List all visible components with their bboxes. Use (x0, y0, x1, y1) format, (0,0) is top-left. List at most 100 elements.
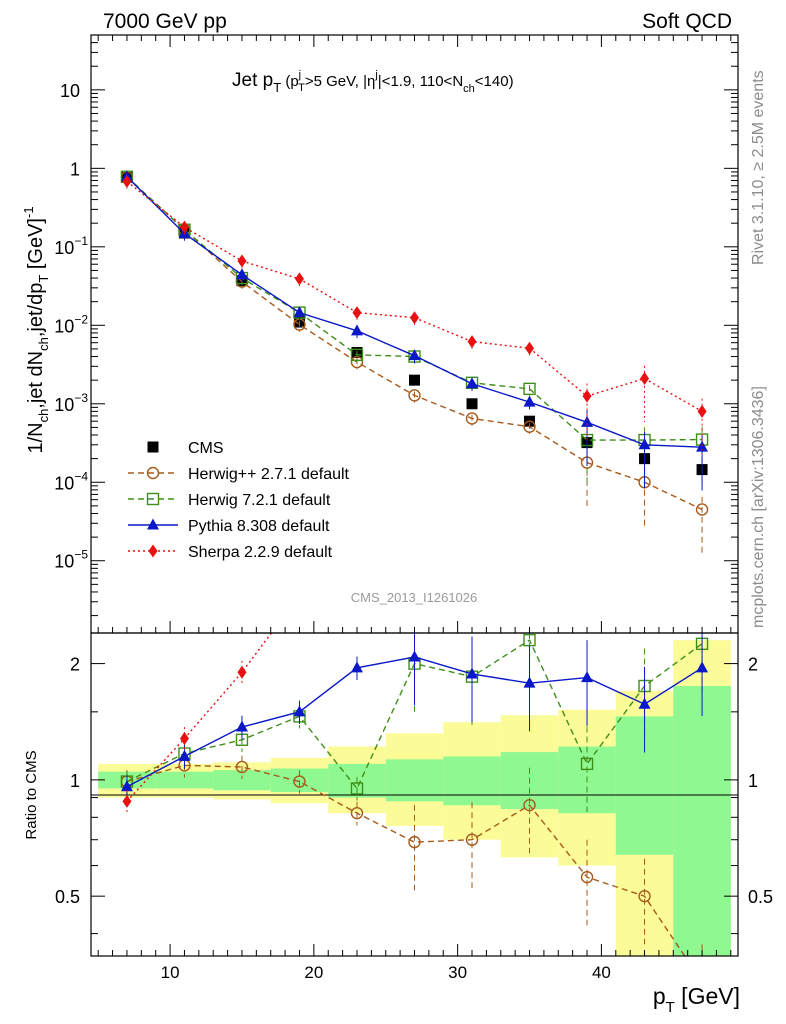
header-right: Soft QCD (642, 10, 732, 33)
herwig-2-7-1-default-line (126, 176, 703, 511)
band-inner-bin-10 (673, 685, 731, 956)
plot-title: Jet pT (pj T>5 GeV, |ηj|<1.9, 110<Nch<140… (232, 69, 514, 95)
pythia-8-308-default-point-4 (350, 324, 363, 336)
cms-point-6 (466, 398, 478, 410)
y-axis-label: 1/Nch,jet dNch,jet/dpT [GeV]-1 (21, 206, 51, 453)
y-tick-label-5: 10−4 (54, 469, 88, 493)
pythia-8-308-default-point-8 (581, 415, 594, 427)
sherpa-2-2-9-default-ratio-line (126, 633, 273, 802)
pythia-8-308-default-point-10 (696, 440, 709, 452)
pythia-8-308-default-ratio-point-5 (408, 650, 421, 662)
ratio-y-tick-label-right-2: 0.5 (748, 887, 773, 907)
sherpa-2-2-9-default-ratio-point-3 (295, 589, 304, 602)
sherpa-2-2-9-default-point-10 (697, 404, 707, 418)
sherpa-2-2-9-default-ratio-point-1 (179, 731, 189, 745)
pythia-8-308-default-point-5 (408, 349, 421, 361)
herwig-2-7-1-default-ratio-point-7 (523, 798, 536, 812)
legend: CMS Herwig++ 2.7.1 default Herwig 7.2.1 de… (128, 440, 350, 561)
axis-ticks: 10 20 30 40 10 1 10−1 10−2 10−3 10−4 10−5 2 2 1 1 0.5 0.… (54, 35, 773, 982)
herwig-7-2-1-default-ratio-point-8 (580, 757, 594, 771)
x-tick-label-1: 20 (304, 963, 323, 982)
legend-label-cms: CMS (188, 440, 224, 457)
main-plot-data (120, 170, 709, 553)
pythia-8-308-default-point-3 (293, 306, 306, 318)
y-tick-label-3: 10−2 (54, 312, 88, 336)
ratio-y-tick-label-right-0: 2 (748, 655, 758, 675)
y-tick-label-6: 10−5 (54, 548, 88, 572)
sherpa-2-2-9-default-point-5 (410, 311, 419, 325)
x-tick-label-2: 30 (448, 963, 467, 982)
y-tick-label-0: 10 (60, 81, 80, 101)
mcplots-label: mcplots.cern.ch [arXiv:1306.3436] (750, 386, 767, 628)
y-tick-label-4: 10−3 (54, 391, 88, 415)
herwig-2-7-1-default-ratio-line (126, 764, 686, 956)
pythia-8-308-default-ratio-point-2 (235, 720, 248, 732)
pythia-8-308-default-ratio-point-0 (120, 780, 133, 792)
legend-label-sherpa-2-2-9-default: Sherpa 2.2.9 default (188, 544, 333, 561)
pythia-8-308-default-point-2 (235, 268, 248, 280)
herwig-2-7-1-default-ratio-point-6 (465, 833, 479, 846)
herwig-2-7-1-default-ratio-point-3 (293, 775, 306, 788)
ratio-y-tick-label-right-1: 1 (748, 771, 758, 791)
pythia-8-308-default-ratio-point-1 (178, 749, 191, 761)
herwig-2-7-1-default-point-10 (695, 503, 709, 516)
herwig-2-7-1-default-ratio-point-5 (408, 835, 421, 849)
ratio-y-tick-label-2: 0.5 (55, 887, 80, 907)
ratio-y-tick-label-0: 2 (70, 655, 80, 675)
sherpa-2-2-9-default-point-2 (237, 254, 247, 268)
y-tick-label-2: 10−1 (54, 234, 88, 258)
legend-label-herwig-7-2-1-default: Herwig 7.2.1 default (188, 492, 331, 509)
herwig-2-7-1-default-point-6 (465, 412, 479, 425)
pythia-8-308-default-point-7 (523, 395, 536, 407)
sherpa-2-2-9-default-ratio-point-0 (122, 794, 132, 808)
herwig-2-7-1-default-point-7 (523, 420, 536, 433)
herwig-2-7-1-default-ratio-point-4 (350, 806, 364, 820)
legend-marker-cms (147, 441, 159, 453)
pythia-8-308-default-ratio-point-8 (581, 671, 594, 683)
sherpa-2-2-9-default-point-3 (294, 272, 304, 286)
rivet-version-label: Rivet 3.1.10, ≥ 2.5M events (750, 70, 767, 265)
legend-marker-pythia-8-308-default (147, 518, 159, 530)
sherpa-2-2-9-default-ratio-point-2 (237, 665, 247, 679)
analysis-id: CMS_2013_I1261026 (351, 590, 478, 605)
band-inner-bin-5 (385, 759, 444, 802)
legend-marker-herwig-2-7-1-default (146, 466, 160, 480)
cms-point-5 (409, 374, 420, 386)
band-inner-bin-6 (443, 756, 501, 806)
pythia-8-308-default-point-9 (638, 438, 651, 450)
herwig-7-2-1-default-ratio-point-4 (350, 782, 364, 795)
band-inner-bin-2 (213, 770, 271, 791)
pythia-8-308-default-ratio-point-6 (466, 667, 479, 679)
x-tick-label-0: 10 (161, 963, 180, 982)
pythia-8-308-default-ratio-point-3 (293, 705, 306, 717)
herwig-2-7-1-default-ratio-point-9 (638, 889, 651, 903)
x-axis-label: pT [GeV] (653, 983, 740, 1016)
pythia-8-308-default-ratio-point-10 (696, 661, 709, 673)
legend-label-herwig-2-7-1-default: Herwig++ 2.7.1 default (188, 466, 350, 483)
sherpa-2-2-9-default-point-0 (122, 174, 132, 188)
ratio-y-axis-label: Ratio to CMS (23, 750, 40, 839)
herwig-2-7-1-default-point-5 (408, 389, 421, 402)
x-tick-label-3: 40 (592, 963, 611, 982)
herwig-2-7-1-default-ratio-point-2 (235, 760, 249, 774)
legend-label-pythia-8-308-default: Pythia 8.308 default (188, 518, 330, 535)
ratio-plot-data (120, 589, 709, 956)
sherpa-2-2-9-default-point-8 (582, 389, 592, 403)
header-left: 7000 GeV pp (103, 10, 227, 33)
pythia-8-308-default-ratio-point-4 (350, 661, 363, 673)
pythia-8-308-default-ratio-point-9 (638, 697, 651, 709)
herwig-7-2-1-default-ratio-point-7 (523, 633, 536, 647)
herwig-7-2-1-default-point-7 (523, 382, 536, 396)
legend-marker-sherpa-2-2-9-default (148, 544, 158, 558)
pythia-8-308-default-ratio-point-7 (523, 676, 536, 688)
y-tick-label-1: 1 (70, 159, 80, 179)
sherpa-2-2-9-default-point-6 (467, 335, 477, 349)
sherpa-2-2-9-default-point-1 (179, 220, 189, 234)
pythia-8-308-default-point-6 (466, 377, 479, 389)
band-inner-bin-1 (155, 771, 214, 789)
herwig-7-2-1-default-point-4 (350, 348, 364, 362)
sherpa-2-2-9-default-point-9 (640, 371, 650, 385)
ratio-y-tick-label-1: 1 (70, 771, 80, 791)
legend-marker-herwig-7-2-1-default (146, 492, 160, 506)
